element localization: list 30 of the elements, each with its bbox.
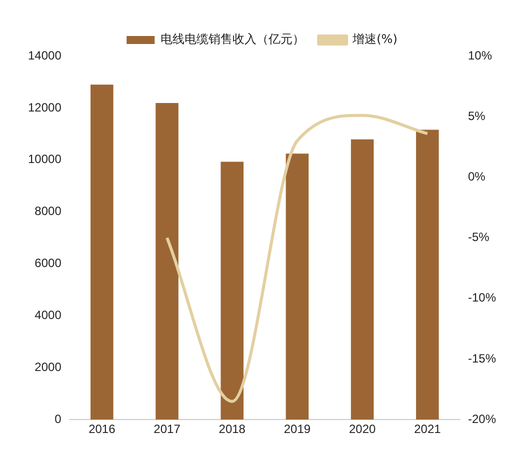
y-tick-label: 10000 [28, 152, 62, 166]
y2-tick-label: -5% [468, 230, 490, 244]
y-tick-label: 4000 [34, 308, 62, 322]
bar [350, 139, 374, 420]
bar [416, 130, 439, 420]
y-tick-label: 8000 [34, 204, 62, 218]
bar [286, 154, 309, 420]
x-tick-label: 2021 [414, 422, 442, 436]
y2-tick-label: 10% [468, 48, 492, 62]
line-series [166, 114, 429, 403]
x-tick-label: 2018 [218, 422, 246, 436]
x-tick-label: 2017 [154, 422, 181, 436]
bar [156, 103, 178, 420]
y-tick-label: 2000 [34, 360, 62, 374]
legend-label: 增速(%) [352, 32, 398, 46]
x-tick-label: 2020 [348, 422, 376, 436]
y2-tick-label: -15% [468, 351, 496, 366]
legend-label: 电线电缆销售收入（亿元） [160, 32, 305, 46]
y-tick-label: 12000 [28, 100, 62, 114]
bar [90, 84, 114, 420]
bar [220, 162, 244, 420]
y-tick-label: 14000 [28, 48, 62, 62]
y2-tick-label: -20% [468, 412, 496, 426]
x-tick-label: 2016 [88, 422, 116, 436]
y2-tick-label: 5% [468, 108, 486, 123]
y-tick-label: 0 [54, 412, 62, 426]
y2-tick-label: 0% [468, 170, 486, 184]
y2-tick-label: -10% [468, 290, 496, 305]
x-tick-label: 2019 [284, 422, 311, 436]
y-tick-label: 6000 [34, 256, 62, 270]
